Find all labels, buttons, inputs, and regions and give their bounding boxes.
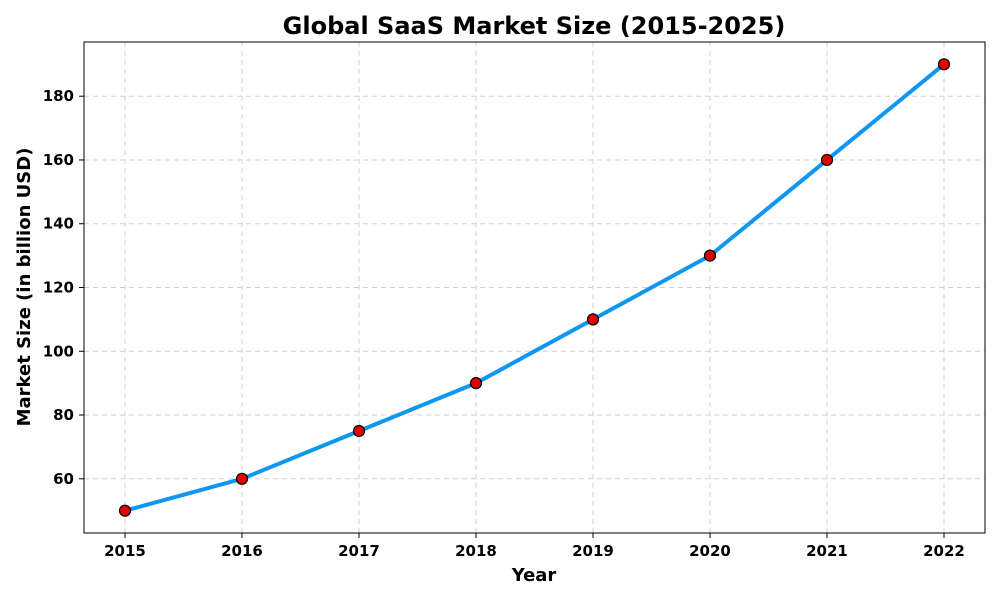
series-line (123, 62, 946, 513)
y-tick-label: 60 (53, 470, 74, 488)
x-tick-label: 2022 (923, 542, 965, 560)
y-tick-label: 100 (43, 342, 74, 360)
x-tick-label: 2017 (338, 542, 380, 560)
data-point (820, 153, 834, 167)
data-point (118, 504, 132, 517)
y-tick-label: 140 (43, 215, 74, 233)
data-point (937, 58, 951, 71)
ticks: 2015 2016 2017 2018 2019 2020 2021 2022 60 80 100 1… (43, 87, 965, 560)
x-tick-label: 2021 (806, 542, 848, 560)
y-tick-label: 120 (43, 279, 74, 297)
y-tick-label: 80 (53, 406, 74, 424)
y-tick-label: 180 (43, 87, 74, 105)
y-axis-label: Market Size (in billion USD) (14, 148, 35, 427)
y-tick-label: 160 (43, 151, 74, 169)
chart-title: Global SaaS Market Size (2015-2025) (283, 12, 786, 40)
x-tick-label: 2016 (221, 542, 263, 560)
data-point (235, 472, 249, 485)
series (118, 58, 951, 517)
data-point (586, 313, 600, 326)
data-point (352, 424, 366, 438)
x-tick-label: 2019 (572, 542, 614, 560)
x-tick-label: 2020 (689, 542, 731, 560)
x-tick-label: 2018 (455, 542, 497, 560)
data-point (469, 377, 483, 390)
x-tick-label: 2015 (104, 542, 146, 560)
x-axis-label: Year (511, 565, 557, 586)
data-point (703, 249, 717, 262)
grid (84, 42, 985, 533)
